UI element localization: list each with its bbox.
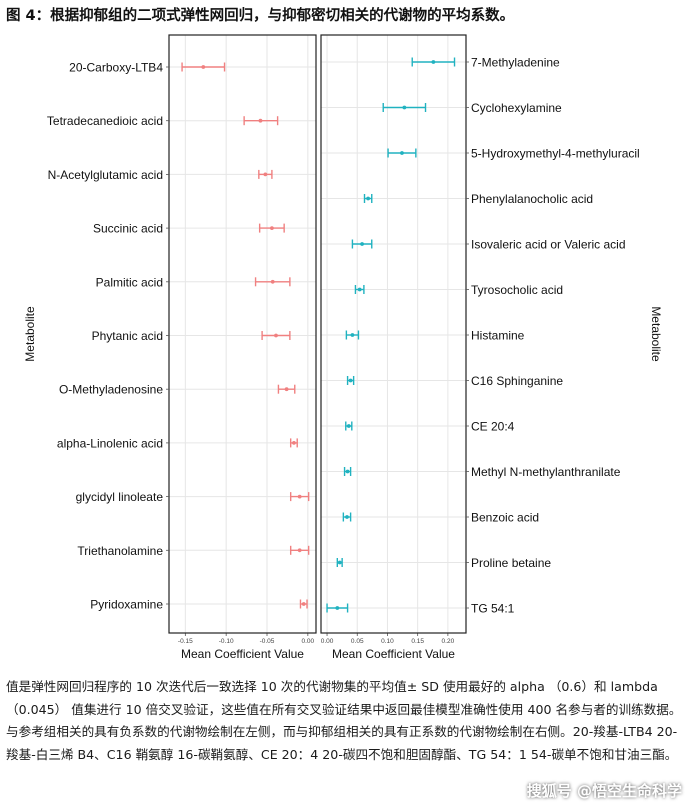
category-label: glycidyl linoleate — [76, 490, 164, 504]
data-point — [345, 515, 349, 519]
category-label: C16 Sphinganine — [471, 374, 563, 388]
data-point — [201, 65, 206, 69]
data-point — [297, 494, 302, 499]
x-tick-label: 0.15 — [411, 638, 424, 645]
category-label: N-Acetylglutamic acid — [48, 168, 163, 182]
category-label: TG 54:1 — [471, 602, 515, 616]
x-axis-title: Mean Coefficient Value — [332, 647, 455, 661]
category-label: Succinic acid — [93, 222, 163, 236]
panel-frame — [168, 34, 317, 634]
data-point — [348, 378, 353, 383]
x-tick-label: 0.05 — [351, 638, 364, 645]
y-axis-title: Metabolite — [649, 306, 663, 362]
data-point — [274, 333, 278, 338]
y-axis-title: Metabolite — [23, 306, 37, 362]
category-label: CE 20:4 — [471, 420, 515, 434]
x-tick-label: 0.10 — [381, 638, 394, 645]
left-panel-negative-coefficients: -0.15 -0.10 -0.05 0.00 20-Carboxy-LTB4 Tetrad… — [23, 34, 317, 661]
category-label: alpha-Linolenic acid — [57, 436, 163, 450]
category-label: Pyridoxamine — [90, 598, 163, 612]
data-point — [360, 242, 364, 246]
category-label: 7-Methyladenine — [471, 56, 560, 70]
category-label: Cyclohexylamine — [471, 101, 562, 115]
category-label: 20-Carboxy-LTB4 — [69, 61, 163, 75]
category-label: Palmitic acid — [96, 275, 163, 289]
data-point — [337, 560, 342, 565]
coefficient-chart: -0.15 -0.10 -0.05 0.00 20-Carboxy-LTB4 Tetrad… — [23, 34, 663, 661]
panel-frame — [320, 34, 467, 634]
x-tick-label: 0.00 — [302, 638, 315, 645]
data-point — [292, 441, 296, 445]
data-point — [335, 606, 340, 610]
data-point — [258, 118, 263, 123]
data-point — [346, 424, 351, 428]
category-label: O-Methyladenosine — [59, 383, 163, 397]
data-point — [284, 387, 289, 392]
category-label: Benzoic acid — [471, 511, 539, 525]
x-axis-title: Mean Coefficient Value — [181, 647, 304, 661]
x-tick-label: -0.05 — [260, 638, 275, 645]
data-point — [263, 172, 268, 177]
data-point — [431, 60, 436, 64]
x-tick-label: 0.00 — [321, 638, 334, 645]
data-point — [345, 469, 350, 474]
category-label: Triethanolamine — [77, 544, 163, 558]
category-label: Proline betaine — [471, 556, 551, 570]
category-label: Tetradecanedioic acid — [47, 114, 163, 128]
data-point — [366, 196, 371, 201]
category-label: Histamine — [471, 329, 525, 343]
data-point — [301, 602, 306, 606]
data-point — [357, 287, 362, 292]
x-tick-label: -0.10 — [219, 638, 234, 645]
category-label: Phenylalanocholic acid — [471, 192, 593, 206]
category-label: Methyl N-methylanthranilate — [471, 465, 621, 479]
watermark: 搜狐号 @悟空生命科学 — [526, 782, 682, 800]
figure-title: 图 4：根据抑郁组的二项式弹性网回归，与抑郁密切相关的代谢物的平均系数。 — [6, 8, 515, 24]
category-label: 5-Hydroxymethyl-4-methyluracil — [471, 147, 640, 161]
data-point — [402, 105, 407, 110]
category-label: Isovaleric acid or Valeric acid — [471, 238, 626, 252]
data-point — [297, 548, 302, 553]
x-tick-label: 0.20 — [442, 638, 455, 645]
data-point — [400, 151, 404, 155]
category-label: Tyrosocholic acid — [471, 283, 563, 297]
data-point — [350, 333, 355, 337]
figure-caption: 值是弹性网回归程序的 10 次迭代后一致选择 10 次的代谢物集的平均值± SD… — [6, 679, 682, 762]
right-panel-positive-coefficients: 0.00 0.05 0.10 0.15 0.20 7-Methyladenine Cyclo… — [320, 34, 663, 661]
data-point — [270, 279, 275, 284]
x-tick-label: -0.15 — [178, 638, 193, 645]
category-label: Phytanic acid — [92, 329, 163, 343]
data-point — [270, 226, 274, 231]
